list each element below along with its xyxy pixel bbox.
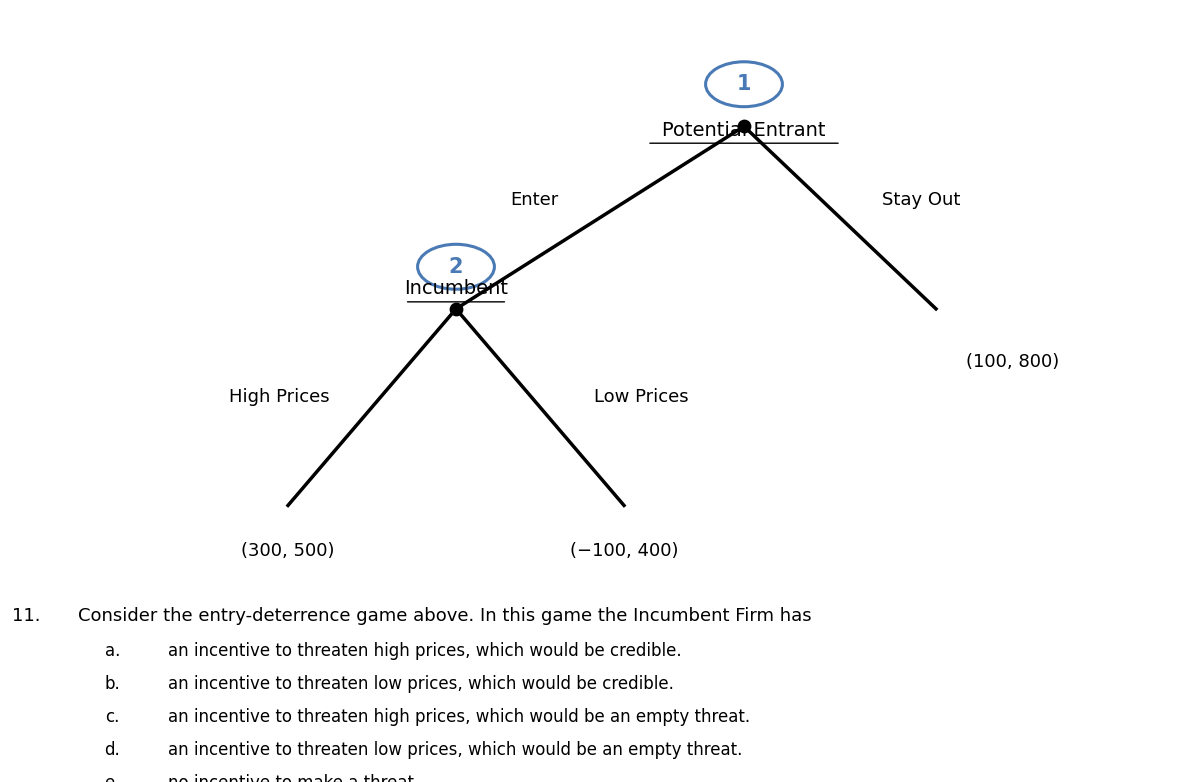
Text: (300, 500): (300, 500) [241, 542, 335, 560]
Text: (−100, 400): (−100, 400) [570, 542, 678, 560]
Text: Low Prices: Low Prices [594, 388, 689, 406]
Text: Incumbent: Incumbent [404, 279, 508, 299]
Point [446, 303, 466, 315]
Point [734, 120, 754, 133]
Text: Consider the entry-deterrence game above. In this game the Incumbent Firm has: Consider the entry-deterrence game above… [78, 607, 811, 626]
Text: an incentive to threaten high prices, which would be an empty threat.: an incentive to threaten high prices, wh… [168, 708, 750, 726]
Text: (100, 800): (100, 800) [966, 353, 1060, 371]
Text: Potential Entrant: Potential Entrant [662, 120, 826, 140]
Text: an incentive to threaten high prices, which would be credible.: an incentive to threaten high prices, wh… [168, 642, 682, 660]
Text: c.: c. [106, 708, 120, 726]
Text: a.: a. [104, 642, 120, 660]
Text: Enter: Enter [510, 191, 558, 209]
Text: e.: e. [104, 774, 120, 782]
Text: Stay Out: Stay Out [882, 191, 960, 209]
Text: d.: d. [104, 741, 120, 759]
Text: no incentive to make a threat.: no incentive to make a threat. [168, 774, 419, 782]
Text: an incentive to threaten low prices, which would be an empty threat.: an incentive to threaten low prices, whi… [168, 741, 743, 759]
Text: 11.: 11. [12, 607, 41, 626]
Text: 1: 1 [737, 74, 751, 95]
Text: b.: b. [104, 676, 120, 694]
Text: High Prices: High Prices [229, 388, 330, 406]
Text: an incentive to threaten low prices, which would be credible.: an incentive to threaten low prices, whi… [168, 676, 674, 694]
Text: 2: 2 [449, 256, 463, 277]
